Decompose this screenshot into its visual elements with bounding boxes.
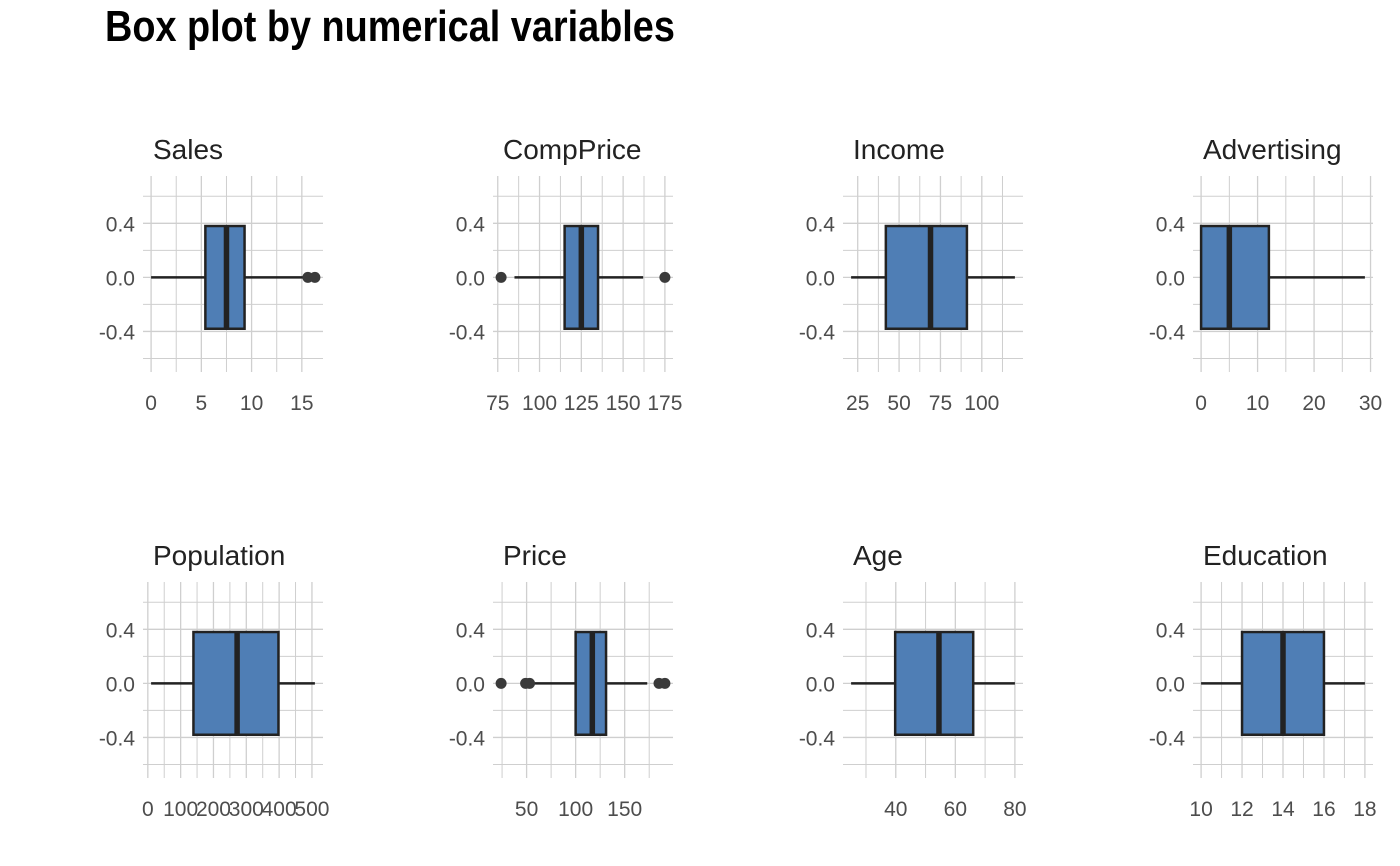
- y-tick-label: -0.4: [1149, 727, 1186, 750]
- iqr-box: [1199, 224, 1271, 330]
- y-tick-label: -0.4: [99, 321, 136, 344]
- x-tick-label: 500: [294, 798, 329, 821]
- y-tick-label: 0.4: [106, 213, 136, 236]
- panel-title: Population: [153, 540, 285, 571]
- y-tick-label: 0.0: [456, 267, 485, 290]
- x-tick-label: 0: [142, 798, 154, 821]
- x-tick-label: 20: [1302, 392, 1325, 415]
- x-tick-label: 200: [196, 798, 231, 821]
- panel-income: Income 0.4 0.0 -0.4 25 50 75 100: [799, 134, 1023, 415]
- x-tick-label: 150: [606, 392, 641, 415]
- x-tick-label: 40: [884, 798, 907, 821]
- y-tick-label: -0.4: [799, 727, 836, 750]
- x-tick-label: 50: [887, 392, 910, 415]
- x-tick-label: 75: [486, 392, 509, 415]
- outlier-point: [495, 677, 507, 689]
- panel-title: Income: [853, 134, 945, 165]
- outlier-point: [309, 271, 321, 283]
- y-tick-label: -0.4: [449, 727, 486, 750]
- panel-sales: Sales 0.4 0.0 -0.4 0 5 10 15: [99, 134, 323, 415]
- x-tick-label: 16: [1312, 798, 1335, 821]
- outlier-point: [524, 677, 536, 689]
- y-tick-label: 0.4: [106, 619, 136, 642]
- y-tick-label: 0.4: [806, 619, 836, 642]
- x-tick-label: 0: [145, 392, 157, 415]
- y-tick-label: 0.0: [1156, 673, 1185, 696]
- x-tick-label: 50: [515, 798, 538, 821]
- y-tick-label: 0.4: [806, 213, 836, 236]
- x-tick-label: 100: [558, 798, 593, 821]
- x-tick-label: 18: [1353, 798, 1376, 821]
- panel-title: Age: [853, 540, 903, 571]
- panel-title: Education: [1203, 540, 1328, 571]
- x-tick-label: 80: [1003, 798, 1026, 821]
- x-tick-label: 12: [1230, 798, 1253, 821]
- x-tick-label: 5: [196, 392, 208, 415]
- x-tick-label: 125: [564, 392, 599, 415]
- panel-education: Education 0.4 0.0 -0.4 10 12 14 16 18: [1149, 540, 1377, 821]
- panel-age: Age 0.4 0.0 -0.4 40 60 80: [799, 540, 1027, 821]
- outlier-point: [495, 271, 507, 283]
- x-tick-label: 10: [1189, 798, 1212, 821]
- x-tick-label: 15: [290, 392, 313, 415]
- panel-compprice: CompPrice 0.4 0.0 -0.4 75 100 125 150 175: [449, 134, 683, 415]
- x-tick-label: 60: [944, 798, 967, 821]
- panel-title: CompPrice: [503, 134, 641, 165]
- x-tick-label: 150: [607, 798, 642, 821]
- y-tick-label: 0.0: [106, 673, 135, 696]
- outlier-point: [659, 271, 671, 283]
- y-tick-label: 0.0: [106, 267, 135, 290]
- x-tick-label: 100: [163, 798, 198, 821]
- panel-price: Price 0.4 0.0 -0.4 50 100 150: [449, 540, 673, 821]
- x-tick-label: 75: [929, 392, 952, 415]
- x-tick-label: 400: [262, 798, 297, 821]
- x-tick-label: 100: [964, 392, 999, 415]
- y-tick-label: -0.4: [449, 321, 486, 344]
- iqr-box: [893, 630, 975, 736]
- x-tick-label: 100: [522, 392, 557, 415]
- y-tick-label: 0.0: [1156, 267, 1185, 290]
- y-tick-label: 0.0: [806, 267, 835, 290]
- y-tick-label: 0.4: [456, 619, 486, 642]
- x-tick-label: 30: [1359, 392, 1382, 415]
- panel-title: Advertising: [1203, 134, 1342, 165]
- page-title: Box plot by numerical variables: [105, 2, 675, 51]
- iqr-box: [884, 224, 969, 330]
- panel-title: Price: [503, 540, 567, 571]
- x-tick-label: 25: [846, 392, 869, 415]
- panel-title: Sales: [153, 134, 223, 165]
- outlier-point: [659, 677, 671, 689]
- y-tick-label: -0.4: [99, 727, 136, 750]
- y-tick-label: 0.4: [1156, 619, 1186, 642]
- y-tick-label: -0.4: [1149, 321, 1186, 344]
- y-tick-label: 0.0: [806, 673, 835, 696]
- y-tick-label: -0.4: [799, 321, 836, 344]
- x-tick-label: 10: [240, 392, 263, 415]
- y-tick-label: 0.0: [456, 673, 485, 696]
- y-tick-label: 0.4: [1156, 213, 1186, 236]
- x-tick-label: 300: [229, 798, 264, 821]
- x-tick-label: 175: [647, 392, 682, 415]
- x-tick-label: 10: [1246, 392, 1269, 415]
- x-tick-label: 0: [1195, 392, 1207, 415]
- panel-advertising: Advertising 0.4 0.0 -0.4 0 10 20 30: [1149, 134, 1382, 415]
- y-tick-label: 0.4: [456, 213, 486, 236]
- x-tick-label: 14: [1271, 798, 1295, 821]
